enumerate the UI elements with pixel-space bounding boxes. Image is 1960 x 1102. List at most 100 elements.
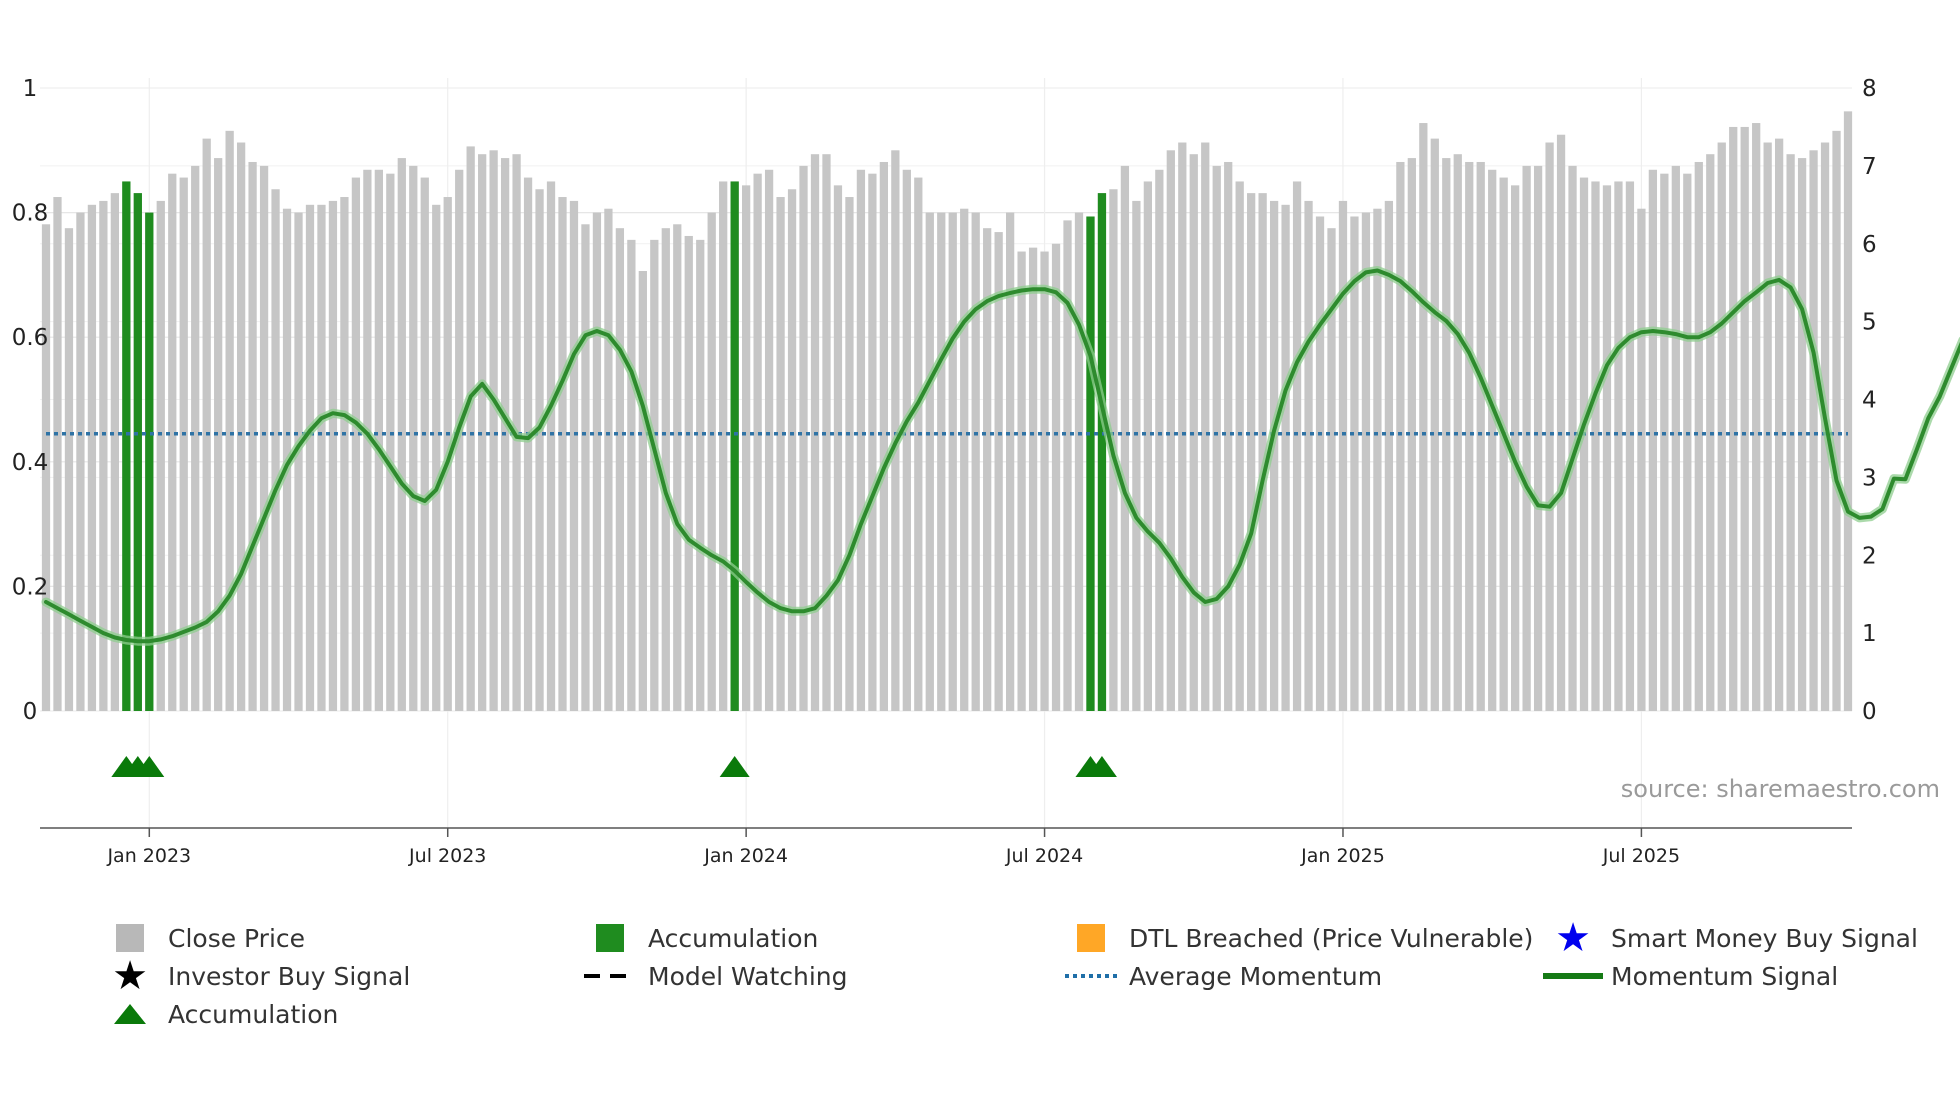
close-price-bar <box>833 185 843 711</box>
close-price-bar <box>558 197 567 711</box>
close-price-bar <box>1338 200 1348 711</box>
close-price-bar <box>822 154 831 712</box>
accumulation-marker <box>719 756 750 777</box>
close-price-bar <box>650 239 659 711</box>
accumulation-bar <box>122 181 131 711</box>
accumulation-bars <box>122 181 1107 712</box>
close-price-bar <box>1292 181 1302 711</box>
star-icon: ★ <box>1555 915 1591 961</box>
legend-label: Accumulation <box>648 923 819 953</box>
close-price-bar <box>937 212 946 711</box>
close-price-bar <box>1028 247 1038 712</box>
close-price-bar <box>1040 251 1049 711</box>
accumulation-bar <box>730 181 739 711</box>
close-price-bar <box>305 204 315 711</box>
close-price-bar <box>1327 228 1336 712</box>
close-price-bar <box>53 197 62 711</box>
close-price-bar <box>684 235 693 711</box>
star-icon: ★ <box>112 953 148 999</box>
close-price-bar <box>1396 161 1405 711</box>
close-price-bar <box>879 161 889 711</box>
close-price-bar <box>581 224 590 711</box>
close-price-bar <box>868 173 877 712</box>
close-price-bar <box>1315 216 1325 711</box>
close-price-bar <box>1568 165 1577 711</box>
close-price-bar <box>1419 123 1428 711</box>
close-price-bar <box>64 228 74 712</box>
x-tick-label: Jan 2023 <box>106 845 191 867</box>
close-price-bar <box>420 177 429 711</box>
x-tick-label: Jul 2025 <box>1602 845 1680 867</box>
accumulation-bar <box>145 212 154 711</box>
close-price-bar <box>1832 130 1841 712</box>
dash-line-icon <box>580 958 640 994</box>
close-price-bar <box>1660 173 1669 712</box>
x-tick-label: Jul 2024 <box>1005 845 1083 867</box>
close-price-bar <box>1350 216 1359 711</box>
close-price-bar <box>191 165 200 711</box>
right-y-tick-label: 2 <box>1862 543 1877 569</box>
close-price-bar <box>925 212 934 711</box>
close-price-bar <box>478 154 487 712</box>
close-price-bar <box>523 177 533 711</box>
close-price-bar <box>409 165 418 711</box>
close-price-bar <box>1051 243 1061 711</box>
legend-item-investor-buy: ★ Investor Buy Signal <box>100 953 411 999</box>
close-price-bar <box>1212 165 1221 711</box>
dotted-line-icon <box>1061 958 1121 994</box>
close-price-bar <box>914 177 923 711</box>
close-price-bar <box>1143 181 1152 711</box>
close-price-bar <box>225 130 234 712</box>
close-price-bar <box>1809 150 1818 712</box>
accumulation-bar <box>1097 193 1107 712</box>
right-y-tick-label: 3 <box>1862 465 1877 491</box>
legend-item-momentum-signal: Momentum Signal <box>1543 958 1838 994</box>
legend-label: Investor Buy Signal <box>168 961 411 991</box>
left-y-tick-label: 0.6 <box>12 325 49 351</box>
close-price-bar <box>569 200 579 711</box>
close-price-bar <box>1740 126 1749 711</box>
close-price-bar <box>1752 123 1761 711</box>
right-y-tick-label: 5 <box>1862 310 1877 336</box>
close-price-bar <box>236 142 246 711</box>
left-y-tick-label: 0.2 <box>12 574 49 600</box>
source-note: source: sharemaestro.com <box>1621 775 1940 803</box>
close-price-bar <box>87 204 97 711</box>
close-price-bar <box>1120 165 1130 711</box>
close-price-bar <box>1178 142 1187 711</box>
close-price-bar <box>902 169 911 712</box>
legend-item-close-price: Close Price <box>100 920 305 956</box>
close-price-bar <box>1247 193 1256 712</box>
close-price-bar <box>1005 212 1015 711</box>
legend-label: Momentum Signal <box>1611 961 1839 991</box>
close-price-bar <box>110 193 119 712</box>
close-price-bar <box>340 197 349 711</box>
close-price-bar <box>764 169 774 712</box>
close-price-bar <box>742 185 751 711</box>
close-price-bar <box>592 212 602 711</box>
close-price-bar <box>960 208 969 712</box>
close-price-bar <box>776 197 785 711</box>
close-price-bar <box>248 161 257 711</box>
triangle-icon <box>100 996 160 1032</box>
close-price-bar <box>214 158 223 711</box>
close-price-bar <box>1533 165 1543 711</box>
close-price-bar <box>1545 142 1554 711</box>
close-price-bar <box>1717 142 1726 711</box>
close-price-bar <box>1476 161 1485 711</box>
momentum-signal-line <box>44 268 1960 644</box>
close-price-bar <box>1797 158 1807 711</box>
right-y-axis-ticks: 0 1 2 3 4 5 6 7 8 <box>1862 76 1877 725</box>
close-price-bar <box>1155 169 1164 712</box>
close-price-bar <box>1304 200 1313 711</box>
close-price-bar <box>76 212 85 711</box>
accumulation-marker <box>134 756 165 777</box>
close-price-bar <box>432 204 441 711</box>
legend-label: Close Price <box>168 923 306 953</box>
close-price-bar <box>1258 193 1267 712</box>
right-y-tick-label: 7 <box>1862 154 1877 180</box>
square-icon <box>100 920 160 956</box>
right-y-tick-label: 0 <box>1862 699 1877 725</box>
close-price-bar <box>948 212 957 711</box>
right-y-tick-label: 1 <box>1862 621 1877 647</box>
